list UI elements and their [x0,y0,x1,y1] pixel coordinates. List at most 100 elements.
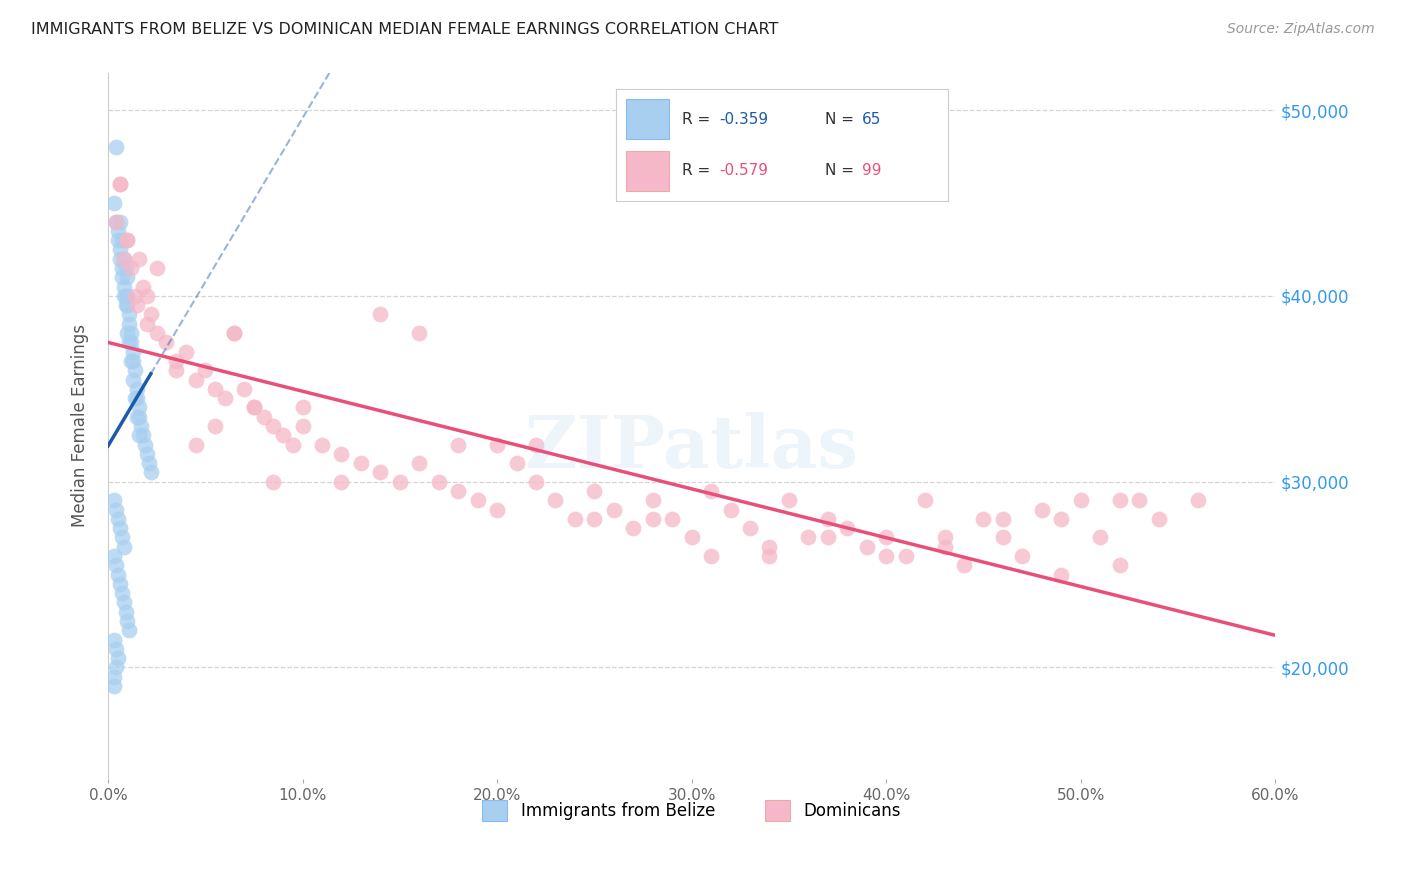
Point [738,521,761,535]
Point [486,437,509,451]
Point [112,252,135,266]
Point [505,456,527,470]
Point [135,317,157,331]
Point [583,483,606,498]
Point [262,419,284,434]
Point [194,363,217,377]
Point [165,363,187,377]
Point [370,466,392,480]
Point [103,632,125,647]
Point [104,214,127,228]
Point [817,530,839,544]
Point [486,502,509,516]
Point [124,289,146,303]
Point [104,502,127,516]
Point [114,289,136,303]
Point [262,475,284,489]
Point [112,595,135,609]
Point [112,279,135,293]
Point [603,502,626,516]
Point [564,512,586,526]
Point [124,391,146,405]
Point [110,270,132,285]
Point [224,326,246,340]
Point [797,530,820,544]
Point [875,549,897,563]
Point [291,419,314,434]
Point [991,530,1014,544]
Point [408,456,430,470]
Point [107,651,129,665]
Point [103,493,125,508]
Point [103,196,125,211]
Point [122,354,145,368]
Point [132,279,155,293]
Point [991,512,1014,526]
Point [108,243,131,257]
Point [370,308,392,322]
Point [118,335,141,350]
Point [720,502,742,516]
Point [104,641,127,656]
Point [447,483,470,498]
Point [973,512,995,526]
Point [107,233,129,247]
Point [104,558,127,573]
Point [350,456,373,470]
Point [110,530,132,544]
Point [118,308,141,322]
Point [243,401,266,415]
Point [108,577,131,591]
Point [145,326,167,340]
Point [117,233,139,247]
Point [108,252,131,266]
Point [128,409,150,424]
Point [110,586,132,600]
Point [165,354,187,368]
Point [112,540,135,554]
Point [114,260,136,275]
Point [128,401,150,415]
Point [243,401,266,415]
Point [120,260,142,275]
Point [120,354,142,368]
Point [139,308,162,322]
Point [1050,512,1073,526]
Point [128,252,150,266]
Point [641,512,664,526]
Point [953,558,976,573]
Point [894,549,917,563]
Point [145,260,167,275]
Point [758,549,780,563]
Point [118,317,141,331]
Point [1187,493,1209,508]
Point [837,521,859,535]
Point [118,624,141,638]
Point [107,512,129,526]
Point [1108,558,1130,573]
Text: ZIPatlas: ZIPatlas [524,411,859,483]
Point [104,660,127,674]
Point [117,270,139,285]
Point [291,401,314,415]
Point [134,437,156,451]
Point [661,512,683,526]
Point [155,335,177,350]
Point [700,549,723,563]
Point [117,233,139,247]
Point [281,437,304,451]
Point [1050,567,1073,582]
Point [641,493,664,508]
Point [139,466,162,480]
Point [184,437,207,451]
Point [127,391,149,405]
Point [1031,502,1053,516]
Point [122,344,145,359]
Point [108,521,131,535]
Point [934,540,956,554]
Point [138,456,160,470]
Point [127,409,149,424]
Point [1147,512,1170,526]
Point [544,493,567,508]
Point [120,335,142,350]
